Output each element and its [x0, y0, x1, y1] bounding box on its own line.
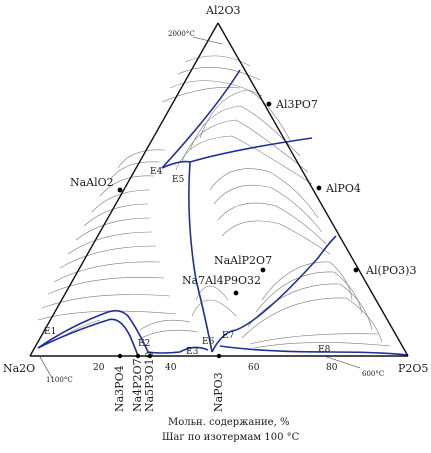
label-e7: E7	[222, 331, 235, 341]
boundary-lines	[37, 69, 409, 357]
tick-20: 20	[93, 363, 105, 373]
caption-line-1: Мольн. содержание, %	[168, 417, 289, 428]
isotherm-label-1100: 1100°C	[46, 376, 73, 384]
label-naalo2: NaAlO2	[70, 176, 114, 189]
label-e6: E6	[202, 337, 215, 347]
tick-80: 80	[326, 363, 338, 373]
label-na4p2o7: Na4P2O7	[131, 358, 144, 412]
label-e4: E4	[150, 167, 163, 177]
isotherm-label-2000: 2000°C	[168, 30, 195, 38]
label-na3po4: Na3PO4	[113, 365, 126, 412]
label-al3po7: Al3PO7	[275, 98, 318, 111]
isotherm-leaders	[39, 36, 361, 379]
label-e1: E1	[44, 327, 56, 337]
vertex-label-p2o5: P2O5	[398, 362, 428, 375]
isotherm-label-600: 600°C	[362, 370, 384, 378]
label-na5p3o10: Na5P3O10	[143, 351, 156, 412]
label-na7al4p9o32: Na7Al4P9O32	[182, 274, 261, 287]
tick-40: 40	[165, 363, 177, 373]
point-na7al4p9o32	[233, 290, 239, 296]
caption-line-2: Шаг по изотермам 100 °С	[162, 432, 300, 443]
label-e8: E8	[318, 345, 331, 355]
tick-60: 60	[248, 363, 260, 373]
label-alpo4: AlPO4	[325, 182, 361, 195]
point-naalp2o7	[260, 267, 266, 273]
label-al-po3-3: Al(PO3)3	[365, 264, 416, 277]
isotherm-lines	[37, 55, 391, 349]
point-al-po3-3	[353, 267, 359, 273]
vertex-label-al2o3: Al2O3	[205, 4, 240, 17]
point-alpo4	[316, 185, 322, 191]
label-naalp2o7: NaAlP2O7	[214, 254, 272, 267]
label-e3: E3	[186, 347, 199, 357]
label-napo3: NaPO3	[212, 372, 225, 412]
label-e5: E5	[172, 175, 185, 185]
point-na5p3o10	[147, 353, 153, 359]
point-naalo2	[117, 187, 123, 193]
point-na4p2o7	[135, 353, 141, 359]
vertex-label-na2o: Na2O	[3, 362, 35, 375]
point-al3po7	[266, 101, 272, 107]
compound-points	[117, 101, 359, 359]
point-napo3	[216, 353, 222, 359]
point-na3po4	[117, 353, 123, 359]
label-e2: E2	[138, 339, 150, 349]
